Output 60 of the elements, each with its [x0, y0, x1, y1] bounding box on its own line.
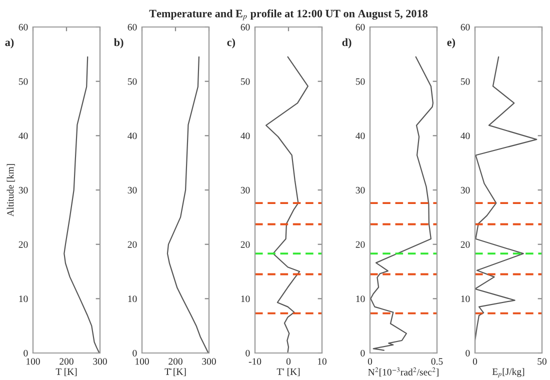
- y-tick-label: 0: [360, 350, 365, 356]
- y-tick-label: 20: [128, 241, 137, 248]
- y-tick-label: 30: [240, 186, 250, 194]
- y-tick-label: 30: [18, 186, 28, 194]
- y-tick-label: 20: [356, 241, 365, 248]
- x-axis-title: T̄ [K]: [164, 368, 186, 376]
- y-tick-label: 30: [128, 186, 137, 194]
- y-tick-label: 50: [460, 78, 470, 85]
- y-tick-label: 10: [461, 296, 470, 302]
- text: c): [227, 38, 236, 48]
- x-axis-title: T [K]: [56, 368, 77, 376]
- y-tick-label: 50: [128, 78, 137, 85]
- text: N$^{2}$[10$^{−3}$rad$^{2}$/sec$^{2}$]: [368, 367, 438, 377]
- x-tick-label: 200: [168, 358, 182, 365]
- x-tick-label: 300: [202, 358, 216, 365]
- y-tick-label: 60: [240, 24, 250, 30]
- x-tick-label: 0.5: [431, 358, 443, 365]
- chart-title: Temperature and E$_{p}$ profile at 12:00 UT on August 5, 2018: [149, 9, 428, 20]
- x-axis-title: E$_{p}$[J/kg]: [492, 368, 524, 378]
- y-tick-label: 20: [240, 241, 250, 248]
- x-tick-label: -10: [248, 358, 262, 365]
- y-tick-label: 50: [356, 78, 365, 85]
- x-tick-label: 200: [60, 358, 74, 365]
- y-tick-label: 10: [241, 296, 250, 302]
- y-tick-label: 60: [356, 24, 365, 30]
- text: a): [5, 38, 14, 48]
- y-tick-label: 50: [240, 78, 250, 85]
- y-tick-label: 10: [356, 296, 365, 302]
- y-tick-label: 40: [128, 132, 137, 140]
- y-tick-label: 60: [18, 24, 28, 30]
- x-tick-label: 50: [538, 358, 546, 365]
- y-tick-label: 0: [24, 350, 28, 356]
- y-tick-label: 10: [128, 296, 137, 302]
- y-tick-label: 50: [18, 78, 28, 85]
- text: d): [342, 38, 352, 48]
- y-tick-label: 30: [460, 186, 470, 194]
- x-tick-label: 0: [286, 358, 291, 365]
- y-tick-label: 40: [356, 132, 365, 140]
- y-axis-title: Altitude [km]: [6, 164, 15, 216]
- y-tick-label: 40: [240, 132, 250, 140]
- text: b): [114, 38, 124, 48]
- y-tick-label: 0: [132, 350, 137, 356]
- x-axis-title: T' [K]: [276, 368, 300, 376]
- y-tick-label: 10: [19, 296, 28, 302]
- y-tick-label: 40: [460, 132, 470, 140]
- x-tick-label: 0: [472, 358, 478, 365]
- y-tick-label: 20: [18, 241, 28, 248]
- x-tick-label: 100: [136, 358, 149, 365]
- y-tick-label: 0: [466, 350, 470, 356]
- y-tick-label: 30: [356, 186, 365, 194]
- x-tick-label: 0: [368, 358, 372, 365]
- x-tick-label: 300: [93, 358, 107, 365]
- text: e): [447, 38, 456, 48]
- x-tick-label: 100: [26, 358, 40, 365]
- y-tick-label: 60: [460, 24, 470, 30]
- x-tick-label: 10: [318, 358, 326, 365]
- y-tick-label: 0: [246, 350, 250, 356]
- y-tick-label: 20: [460, 241, 470, 248]
- y-tick-label: 60: [128, 24, 137, 30]
- y-tick-label: 40: [18, 132, 28, 140]
